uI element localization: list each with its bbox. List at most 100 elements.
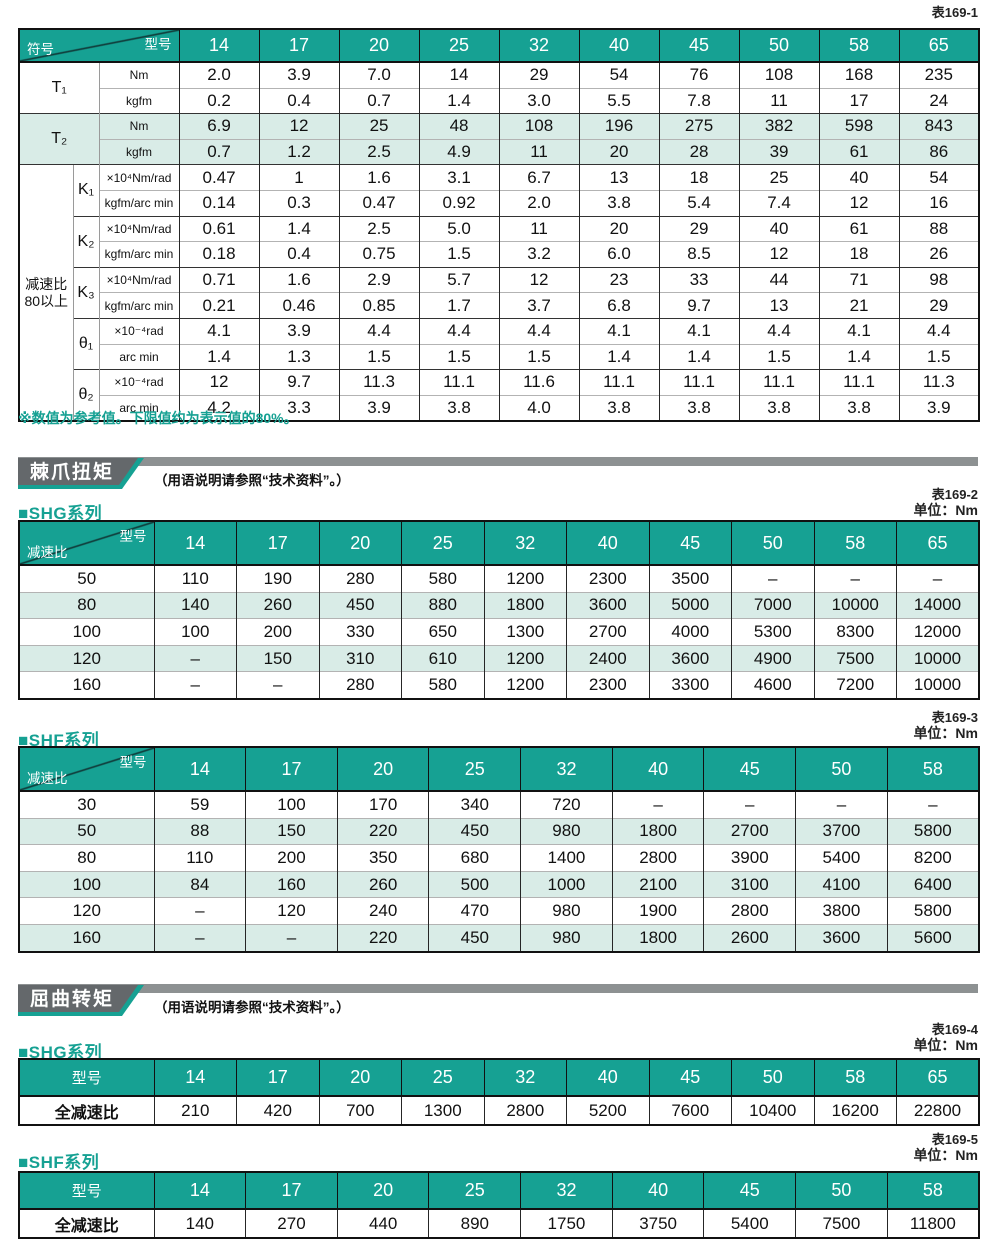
value-cell: 0.47: [338, 189, 420, 217]
unit-cell: arc min: [98, 343, 180, 370]
value-cell: 6400: [886, 870, 979, 898]
value-cell: 580: [401, 563, 484, 593]
value-cell: 420: [236, 1096, 319, 1125]
value-cell: 0.47: [178, 164, 260, 191]
value-cell: 21: [818, 292, 900, 319]
value-cell: 11.6: [498, 369, 580, 396]
value-cell: 11.1: [818, 369, 900, 396]
model-header-cell: 45: [703, 747, 796, 792]
table-ref: 表169-3: [931, 710, 978, 725]
value-cell: 39: [738, 138, 820, 165]
value-cell: 235: [898, 61, 980, 89]
section-buckling-header: 屈曲转矩 （用语说明请参照“技术资料”。）: [18, 981, 978, 1019]
value-cell: 0.2: [178, 87, 260, 114]
value-cell: 1400: [520, 844, 613, 872]
value-cell: 12: [178, 369, 260, 396]
value-cell: 310: [318, 644, 402, 672]
value-cell: 3.8: [658, 394, 740, 422]
symbol-cell: K₂: [72, 215, 99, 268]
value-cell: 54: [578, 61, 660, 89]
model-header-cell: 45: [658, 29, 740, 63]
value-cell: 22800: [896, 1096, 979, 1125]
value-cell: 3.8: [738, 394, 820, 422]
value-cell: 1200: [483, 644, 567, 672]
table-meta-shg-ratchet: 表169-2 单位：Nm: [913, 487, 978, 519]
model-header-cell: 58: [813, 1059, 897, 1097]
value-cell: 11: [498, 215, 580, 242]
value-cell: 88: [153, 817, 246, 845]
value-cell: 23: [578, 266, 660, 293]
value-cell: 5800: [886, 817, 979, 845]
value-cell: 4.9: [418, 138, 500, 165]
value-cell: 2.0: [498, 189, 580, 217]
model-header-cell: 14: [153, 747, 246, 792]
model-header-cell: 14: [153, 521, 237, 566]
ratio-cell: 120: [19, 644, 154, 672]
value-cell: 3.9: [898, 394, 980, 422]
value-cell: 29: [898, 292, 980, 319]
corner-label-top: 型号: [144, 37, 172, 52]
table-ref: 表169-4: [931, 1022, 978, 1037]
shf-ratchet-table: 型号 减速比 14 17 20 25 32 40 45 50 58 30 59 100 170 340 720–…: [18, 746, 980, 953]
model-header-cell: 50: [795, 1172, 888, 1210]
value-cell: 76: [658, 61, 740, 89]
value-cell: 3.0: [498, 87, 580, 114]
value-cell: 11: [738, 87, 820, 114]
value-cell: 71: [818, 266, 900, 293]
ratio-cell: 100: [19, 618, 154, 646]
value-cell: 1.4: [178, 343, 260, 370]
value-cell: 12: [818, 189, 900, 217]
value-cell: 4.1: [658, 317, 740, 345]
value-cell: 3300: [648, 671, 732, 699]
model-header-cell: 65: [896, 521, 979, 566]
model-header-cell: 40: [566, 521, 649, 566]
table-meta-spec: 表169-1: [932, 5, 978, 20]
value-cell: 1200: [483, 671, 567, 699]
value-cell: 1: [258, 164, 340, 191]
symbol-cell: θ₂: [72, 369, 99, 422]
value-cell: 3900: [703, 844, 796, 872]
value-cell: 11800: [886, 1209, 979, 1238]
value-cell: 3.3: [258, 394, 340, 422]
value-cell: 260: [336, 870, 429, 898]
value-cell: 650: [401, 618, 484, 646]
value-cell: 3.8: [818, 394, 900, 422]
value-cell: 200: [245, 844, 338, 872]
model-header-cell: 20: [318, 1059, 402, 1097]
value-cell: 25: [338, 113, 420, 140]
value-cell: –: [795, 789, 888, 819]
corner-label-bottom: 减速比: [27, 771, 68, 786]
value-cell: 11: [498, 138, 580, 165]
unit-cell: ×10⁻⁴rad: [98, 369, 180, 396]
model-header-cell: 25: [401, 1059, 484, 1097]
ratio-cell: 100: [19, 870, 154, 898]
value-cell: 16200: [813, 1096, 897, 1125]
value-cell: 450: [318, 591, 402, 619]
value-cell: 1.7: [418, 292, 500, 319]
shf-buckling-table: 型号 14 17 20 25 32 40 45 50 58 全减速比 140 270 440 890 1750…: [18, 1171, 980, 1239]
value-cell: 4.1: [818, 317, 900, 345]
value-cell: 86: [898, 138, 980, 165]
value-cell: 14: [418, 61, 500, 89]
value-cell: 6.0: [578, 241, 660, 268]
value-cell: 2.5: [338, 138, 420, 165]
section-header-decoration: [18, 457, 978, 489]
value-cell: 2300: [566, 563, 649, 593]
value-cell: 8300: [813, 618, 897, 646]
value-cell: 33: [658, 266, 740, 293]
table-meta-shg-buckling: 表169-4 单位：Nm: [913, 1022, 978, 1054]
value-cell: 44: [738, 266, 820, 293]
model-header-cell: 50: [738, 29, 820, 63]
value-cell: 5000: [648, 591, 732, 619]
value-cell: 210: [153, 1096, 237, 1125]
value-cell: 890: [428, 1209, 521, 1238]
value-cell: 4.1: [578, 317, 660, 345]
value-cell: 3.9: [258, 317, 340, 345]
value-cell: 10000: [813, 591, 897, 619]
model-header-cell: 25: [418, 29, 500, 63]
unit-cell: kgfm: [98, 87, 180, 114]
value-cell: 7.0: [338, 61, 420, 89]
model-header-cell: 65: [896, 1059, 979, 1097]
value-cell: 843: [898, 113, 980, 140]
